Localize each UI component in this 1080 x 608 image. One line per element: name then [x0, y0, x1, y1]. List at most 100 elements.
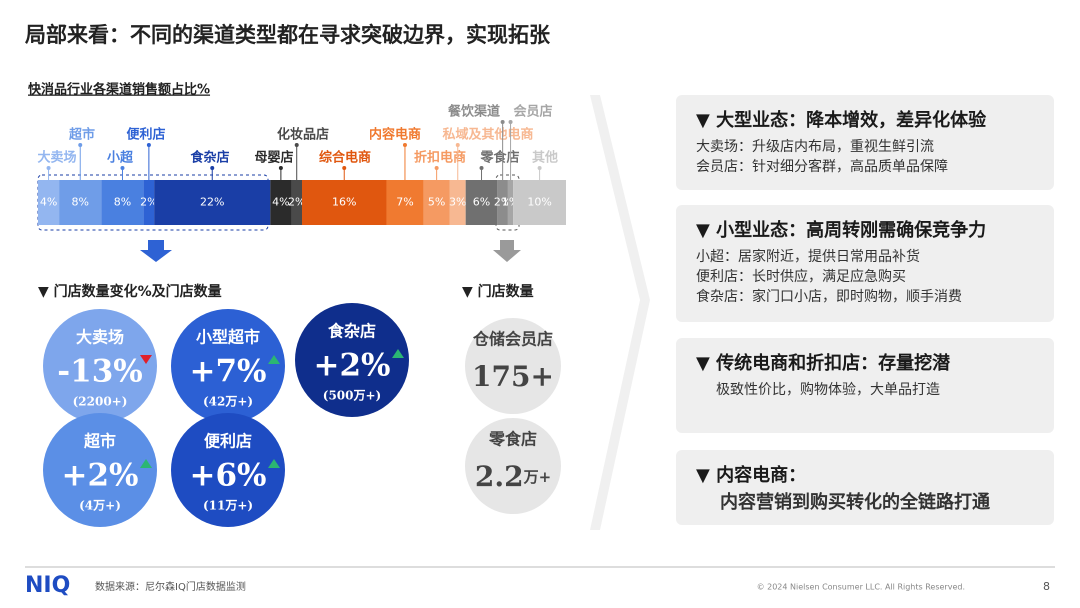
panel-line: 会员店：针对细分客群，高品质单品保障 [696, 158, 948, 175]
bubble-name: 超市 [83, 432, 116, 451]
bubble-change: -13% [57, 354, 142, 390]
bubble [465, 318, 561, 414]
trend-icon [140, 459, 152, 468]
panel-line: 便利店：长时供应，满足应急购买 [696, 268, 906, 285]
panel-title: ▼ 传统电商和折扣店：存量挖潜 [696, 352, 951, 374]
bubble [43, 413, 157, 527]
highlight-box [37, 174, 269, 231]
leader-dot [500, 120, 505, 124]
bar-segment [143, 180, 155, 225]
panel-line: 小超：居家附近，提供日常用品补货 [696, 248, 920, 265]
leader-dot [146, 143, 151, 147]
section-heading: ▼ 门店数量变化%及门店数量 [38, 283, 222, 300]
chart-title: 快消品行业各渠道销售额占比% [28, 82, 210, 98]
arrow-down [140, 240, 172, 262]
bar-segment [465, 180, 498, 225]
bar-segment [497, 180, 508, 225]
leader-dot [508, 120, 513, 124]
chevron [590, 95, 650, 530]
leader-dot [210, 166, 215, 170]
bubble-name: 零食店 [488, 430, 537, 449]
leader-dot [278, 166, 283, 170]
leader-dot [46, 166, 51, 170]
bar-segment [59, 180, 102, 225]
category-label: 其他 [532, 150, 558, 166]
bubble-number-unit: 万+ [523, 468, 552, 486]
bubble-number: 2.2万+ [475, 460, 551, 493]
bar-segment [291, 180, 302, 225]
trend-icon [392, 349, 404, 358]
panel-title: ▼ 小型业态：高周转刚需确保竞争力 [696, 219, 986, 241]
arrow-down [493, 240, 521, 262]
logo: NIQ [25, 573, 70, 598]
category-label: 化妆品店 [277, 127, 329, 143]
bubble-name: 仓储会员店 [472, 330, 553, 349]
value-label: 2% [494, 196, 511, 209]
category-label: 私域及其他电商 [442, 127, 533, 143]
panel [676, 205, 1054, 322]
trend-icon [268, 355, 280, 364]
category-label: 综合电商 [319, 150, 371, 166]
bubble-change: +2% [313, 348, 390, 384]
panel-title: ▼ 大型业态：降本增效，差异化体验 [696, 109, 987, 131]
leader-dot [479, 166, 484, 170]
bar-segment [449, 180, 466, 225]
leader-dot [402, 143, 407, 147]
bubble [171, 309, 285, 423]
bubble-number: 175+ [472, 360, 554, 393]
leader-dot [294, 143, 299, 147]
category-label: 超市 [69, 127, 95, 143]
category-label: 会员店 [513, 104, 552, 120]
source: 数据来源：尼尔森IQ门店数据监测 [95, 580, 246, 593]
bar-segment [386, 180, 424, 225]
leader-dot [537, 166, 542, 170]
bar-segment [154, 180, 271, 225]
value-label: 8% [114, 196, 131, 209]
value-label: 22% [200, 196, 224, 209]
bar-segment [38, 180, 60, 225]
category-label: 大卖场 [37, 150, 76, 166]
value-label: 16% [332, 196, 356, 209]
page-number: 8 [1043, 580, 1050, 593]
bubble-name: 便利店 [204, 432, 252, 451]
category-label: 食杂店 [190, 150, 229, 166]
panel-line: 食杂店：家门口小店，即时购物，顺手消费 [696, 288, 962, 305]
section-heading: ▼ 门店数量 [462, 283, 534, 300]
bubble-name: 大卖场 [76, 328, 124, 347]
panel-title-line: 内容营销到购买转化的全链路打通 [720, 491, 990, 513]
value-label: 4% [40, 196, 57, 209]
category-label: 餐饮渠道 [447, 104, 500, 120]
bar-segment [423, 180, 450, 225]
bubble [43, 309, 157, 423]
value-label: 8% [72, 196, 89, 209]
bubble-number-value: 175+ [472, 360, 554, 393]
category-label: 折扣电商 [414, 150, 466, 166]
bubble-count: (2200+) [73, 395, 128, 409]
leader-dot [342, 166, 347, 170]
value-label: 4% [272, 196, 289, 209]
value-label: 10% [527, 196, 551, 209]
bubble-count: (500万+) [323, 389, 381, 403]
leader-dot [434, 166, 439, 170]
value-label: 7% [396, 196, 413, 209]
bubble-count: (11万+) [203, 499, 253, 513]
bubble-count: (4万+) [79, 499, 121, 513]
panel-line: 大卖场：升级店内布局，重视生鲜引流 [696, 139, 934, 155]
bubble-change: +7% [189, 354, 266, 390]
bubble-change: +2% [61, 458, 138, 494]
value-label: 2% [288, 196, 305, 209]
bubble-name: 小型超市 [196, 328, 260, 347]
bar-segment [101, 180, 144, 225]
category-label: 便利店 [126, 127, 165, 143]
panel-line: 极致性价比，购物体验，大单品打造 [716, 381, 940, 398]
bar-segment [507, 180, 514, 225]
leader-dot [78, 143, 83, 147]
value-label: 6% [473, 196, 490, 209]
copyright: © 2024 Nielsen Consumer LLC. All Rights … [757, 583, 965, 592]
leader-dot [120, 166, 125, 170]
trend-icon [140, 355, 152, 364]
category-label: 零食店 [479, 150, 519, 166]
bar-segment [513, 180, 566, 225]
value-label: 2% [140, 196, 157, 209]
